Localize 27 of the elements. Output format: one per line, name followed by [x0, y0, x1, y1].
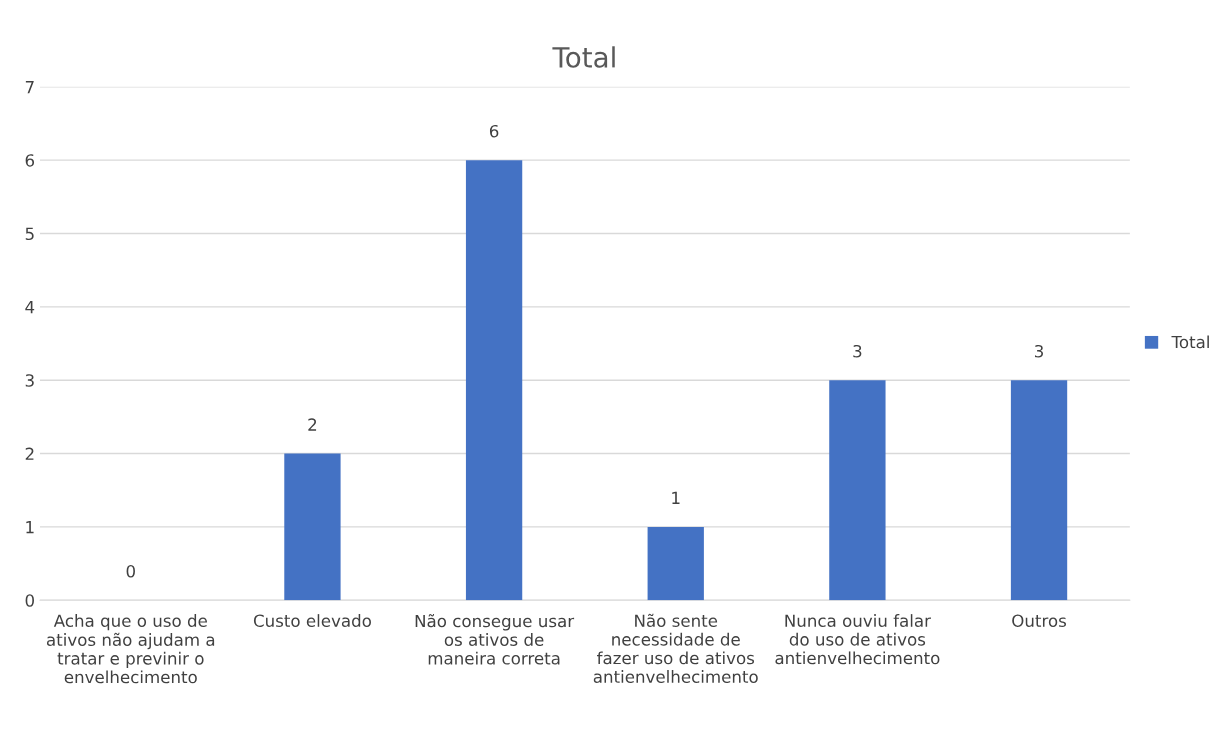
- x-tick-label: Acha que o uso de ativos não ajudam a tratar e previnir o envelhecimento: [46, 614, 215, 684]
- data-label: 0: [126, 564, 135, 578]
- data-label: 6: [489, 124, 499, 138]
- x-tick-label: Nunca ouviu falar do uso de ativos antienvelhecimento: [775, 614, 940, 665]
- y-tick-label: 1: [26, 521, 34, 534]
- bar: [829, 380, 886, 601]
- bar: [465, 160, 523, 601]
- bar: [1010, 380, 1068, 601]
- y-tick-label: 3: [25, 374, 34, 387]
- legend-label: Total: [1171, 335, 1209, 349]
- data-label: 3: [853, 344, 862, 358]
- data-label: 1: [672, 491, 680, 504]
- data-label: 3: [1035, 344, 1043, 358]
- y-tick-label: 6: [25, 154, 35, 167]
- y-tick-label: 5: [25, 227, 34, 241]
- y-tick-label: 0: [25, 594, 34, 607]
- x-tick-label: Não consegue usar os ativos de maneira correta: [415, 614, 575, 665]
- bar: [647, 526, 704, 601]
- y-tick-label: 7: [25, 81, 34, 94]
- y-tick-label: 4: [25, 301, 35, 314]
- y-tick-label: 2: [25, 447, 34, 460]
- data-label: 2: [308, 418, 317, 431]
- x-tick-label: Outros: [1012, 614, 1067, 628]
- x-tick-label: Não sente necessidade de fazer uso de ativos antienvelhecimento: [593, 613, 758, 683]
- x-tick-label: Custo elevado: [253, 614, 371, 628]
- bar: [284, 453, 341, 601]
- chart-title: Total: [552, 46, 615, 68]
